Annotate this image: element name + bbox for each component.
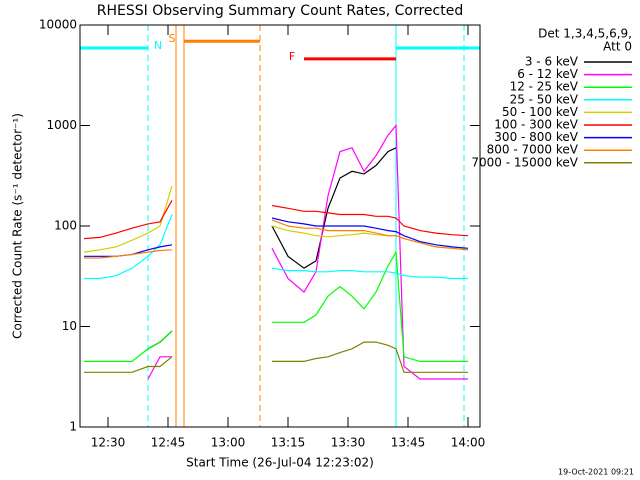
legend-label: 6 - 12 keV: [517, 67, 579, 81]
x-tick-label: 13:15: [271, 436, 306, 450]
x-tick-label: 13:00: [211, 436, 246, 450]
series-line: [84, 341, 468, 373]
legend-label: 25 - 50 keV: [510, 92, 579, 106]
flag-label: S: [169, 32, 176, 45]
y-tick-label: 10000: [39, 18, 77, 32]
x-tick-label: 12:45: [151, 436, 186, 450]
x-tick-label: 13:30: [331, 436, 366, 450]
legend-label: 12 - 25 keV: [510, 80, 579, 94]
flag-label: N: [154, 39, 162, 52]
y-axis-label: Corrected Count Rate (s⁻¹ detector⁻¹): [11, 113, 25, 339]
flag-label: F: [289, 50, 295, 63]
x-tick-label: 13:45: [391, 436, 426, 450]
legend-label: 100 - 300 keV: [494, 118, 578, 132]
x-tick-label: 14:00: [451, 436, 486, 450]
legend-label: 300 - 800 keV: [494, 130, 578, 144]
series-line: [84, 214, 468, 280]
x-tick-label: 12:30: [91, 436, 126, 450]
legend-title: Det 1,3,4,5,6,9,: [538, 27, 632, 41]
y-tick-label: 10: [62, 319, 77, 333]
legend-label: 50 - 100 keV: [502, 105, 579, 119]
legend-title: Att 0: [603, 40, 632, 54]
y-tick-label: 1000: [46, 118, 77, 132]
series-line: [84, 219, 469, 259]
legend-label: 7000 - 15000 keV: [471, 155, 578, 169]
series-line: [83, 200, 469, 240]
y-tick-label: 1: [69, 420, 77, 434]
series-line: [147, 123, 468, 380]
series-line: [84, 250, 468, 362]
footer: 19-Oct-2021 09:21: [558, 468, 634, 477]
chart-title: RHESSI Observing Summary Count Rates, Co…: [97, 3, 463, 19]
y-tick-label: 100: [54, 219, 77, 233]
legend-label: 3 - 6 keV: [525, 55, 579, 69]
x-axis-label: Start Time (26-Jul-04 12:23:02): [186, 456, 374, 470]
legend-label: 800 - 7000 keV: [487, 143, 579, 157]
